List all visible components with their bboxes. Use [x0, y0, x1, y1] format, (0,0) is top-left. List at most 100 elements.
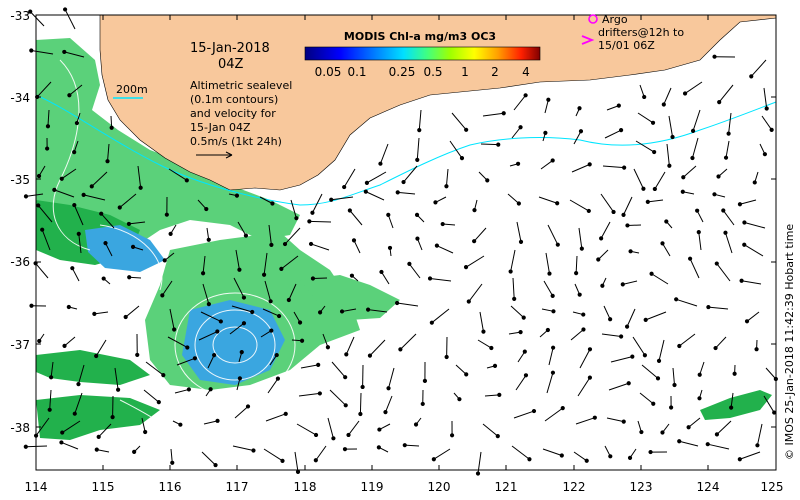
velocity-arrow-head [545, 327, 550, 333]
velocity-arrow-head [251, 448, 256, 453]
velocity-arrow [637, 112, 654, 124]
velocity-arrow [546, 372, 554, 394]
velocity-arrow [746, 311, 760, 322]
colorbar-label: 0.1 [347, 65, 366, 79]
velocity-arrow [296, 423, 317, 436]
velocity-arrow-head [308, 241, 314, 247]
velocity-arrow-head [317, 310, 323, 315]
velocity-arrow-head [579, 246, 584, 251]
velocity-arrow-head [721, 208, 726, 213]
velocity-arrow-head [313, 458, 318, 463]
velocity-arrow-head [178, 422, 183, 427]
velocity-arrow [715, 336, 727, 349]
velocity-arrow-head [627, 455, 633, 460]
velocity-arrow [513, 410, 535, 419]
y-tick-labels: -33 -34 -35 -36 -37 -38 [10, 9, 30, 435]
velocity-arrow [633, 168, 644, 189]
velocity-arrow [698, 232, 702, 251]
velocity-arrow-head [732, 371, 737, 376]
velocity-arrow-head [94, 353, 99, 359]
velocity-arrow [35, 417, 50, 436]
velocity-arrow-head [23, 194, 29, 199]
velocity-arrow-head [551, 309, 556, 314]
velocity-arrow-head [269, 328, 274, 333]
velocity-arrow-head [680, 189, 685, 194]
x-tick-label: 125 [761, 480, 784, 494]
velocity-arrow-head [737, 202, 743, 207]
velocity-arrow-head [105, 159, 110, 164]
x-tick-label: 124 [697, 480, 720, 494]
velocity-arrow [626, 308, 636, 327]
velocity-arrows [23, 7, 778, 476]
velocity-arrow [349, 210, 363, 226]
velocity-arrow-head [185, 345, 190, 350]
velocity-arrow [543, 280, 554, 297]
velocity-arrow-head [310, 276, 316, 281]
velocity-arrow [739, 199, 757, 205]
velocity-arrow-head [110, 415, 115, 420]
x-tick-label: 119 [361, 480, 384, 494]
velocity-arrow [232, 445, 254, 452]
velocity-arrow [707, 443, 730, 450]
velocity-arrow-head [395, 300, 400, 306]
velocity-arrow [739, 451, 761, 460]
velocity-arrow-head [677, 439, 682, 444]
velocity-arrow-head [485, 178, 490, 183]
velocity-arrow-head [641, 186, 646, 191]
description-line: (0.1m contours) [190, 93, 278, 106]
velocity-arrow-head [72, 202, 77, 208]
velocity-arrow-head [250, 309, 255, 315]
velocity-arrow-head [656, 358, 662, 363]
velocity-arrow-head [515, 161, 521, 166]
velocity-arrow-head [377, 427, 382, 432]
velocity-arrow-head [706, 304, 711, 310]
velocity-arrow-head [581, 312, 586, 317]
velocity-arrow [571, 163, 590, 173]
velocity-arrow [429, 277, 452, 282]
velocity-arrow [510, 305, 525, 319]
colorbar-title: MODIS Chl-a mg/m3 OC3 [344, 30, 496, 43]
velocity-arrow [263, 252, 268, 275]
velocity-arrow [608, 382, 629, 391]
argo-line-2: drifters@12h to [598, 26, 684, 39]
credit-text: © IMOS 25-Jan-2018 11:42:39 Hobart time [783, 224, 796, 460]
velocity-arrow [290, 199, 297, 219]
velocity-arrow [632, 336, 646, 356]
velocity-arrow-head [245, 404, 251, 409]
velocity-arrow-head [363, 189, 368, 194]
velocity-arrow-head [518, 239, 524, 244]
velocity-arrow [692, 109, 701, 132]
velocity-arrow-head [652, 149, 657, 155]
velocity-arrow-head [626, 381, 631, 386]
description-line: Altimetric sealevel [190, 79, 292, 92]
velocity-arrow [365, 191, 385, 201]
velocity-arrow-head [577, 106, 582, 111]
sealevel-contours [52, 59, 296, 471]
velocity-arrow-head [208, 387, 213, 392]
velocity-arrow-head [156, 400, 161, 405]
velocity-arrow-head [413, 422, 419, 427]
velocity-arrow [234, 406, 249, 419]
velocity-arrow-head [269, 242, 274, 248]
velocity-arrow-head [415, 236, 420, 241]
velocity-arrow [578, 227, 583, 249]
velocity-arrow-head [72, 411, 77, 416]
velocity-arrow [281, 255, 299, 270]
velocity-arrow-head [76, 231, 81, 237]
colorbar-label: 0.5 [423, 65, 442, 79]
velocity-arrow-head [648, 449, 653, 455]
velocity-arrow-head [184, 178, 189, 183]
velocity-arrow-head [81, 192, 86, 197]
velocity-arrow-head [109, 125, 114, 130]
velocity-arrow [744, 244, 764, 257]
velocity-arrow-head [241, 295, 247, 300]
velocity-arrow-head [29, 303, 34, 308]
velocity-arrow [403, 165, 418, 183]
velocity-arrow [512, 277, 515, 299]
velocity-arrow-head [472, 208, 477, 213]
velocity-arrow [699, 361, 705, 375]
velocity-arrow [237, 221, 247, 236]
velocity-arrow [329, 389, 347, 406]
velocity-arrow-head [99, 211, 104, 216]
velocity-arrow [322, 333, 329, 348]
